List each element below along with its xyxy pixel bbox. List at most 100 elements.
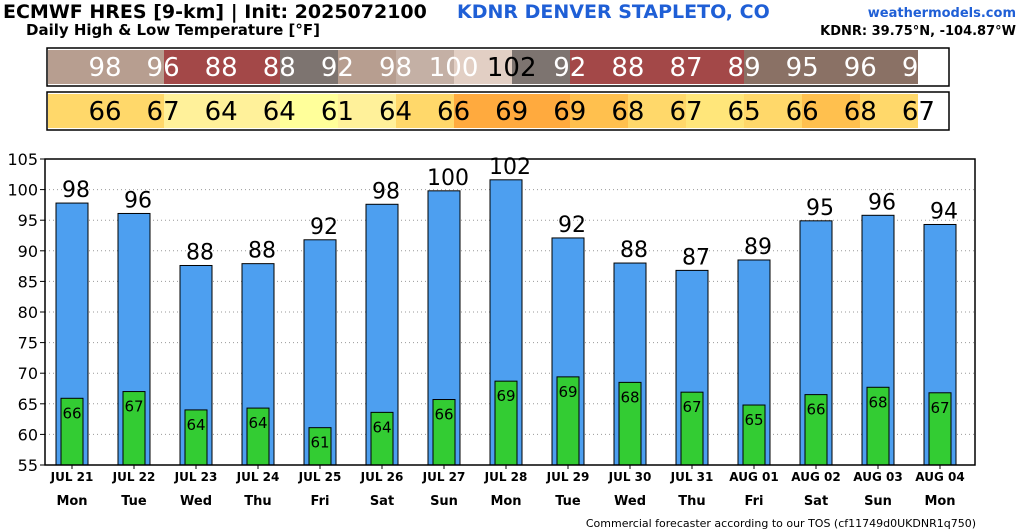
y-tick-label: 55 — [18, 456, 38, 475]
low-strip-cell — [338, 94, 396, 128]
x-weekday-label: Sun — [430, 494, 458, 509]
high-bar-label: 98 — [372, 179, 400, 204]
low-strip-cell — [802, 94, 860, 128]
high-bar-label: 98 — [62, 178, 90, 203]
low-strip-value: 65 — [728, 97, 761, 127]
y-tick-label: 80 — [18, 303, 38, 322]
low-bar-label: 64 — [186, 416, 205, 434]
high-strip-cell — [164, 50, 222, 84]
y-tick-label: 65 — [18, 395, 38, 414]
high-strip-cell — [628, 50, 686, 84]
low-bar-label: 67 — [930, 399, 949, 417]
y-tick-label: 60 — [18, 425, 38, 444]
x-tick-label: AUG 01 — [729, 470, 778, 484]
high-bar-label: 88 — [620, 238, 648, 263]
x-tick-label: JUL 27 — [422, 470, 466, 484]
high-bar-label: 89 — [744, 235, 772, 260]
station-name: KDNR DENVER STAPLETO, CO — [457, 1, 770, 23]
low-strip-cell — [280, 94, 338, 128]
high-strip-value: 95 — [786, 53, 819, 83]
y-tick-label: 75 — [18, 334, 38, 353]
x-tick-label: JUL 24 — [236, 470, 280, 484]
x-weekday-label: Fri — [311, 494, 330, 509]
low-strip-value: 69 — [553, 97, 586, 127]
x-tick-label: JUL 29 — [546, 470, 590, 484]
low-bar-label: 67 — [682, 398, 701, 416]
high-strip-cell — [222, 50, 280, 84]
high-strip-cell — [686, 50, 744, 84]
chart-subtitle: Daily High & Low Temperature [°F] — [26, 21, 321, 39]
high-strip-value: 92 — [321, 53, 354, 83]
low-bar-label: 67 — [124, 398, 143, 416]
x-weekday-label: Thu — [678, 494, 705, 509]
high-bar-label: 94 — [930, 199, 958, 224]
high-strip-value: 88 — [611, 53, 644, 83]
bars: 9866966788648864926198641006610269926988… — [55, 155, 958, 466]
chart-title: ECMWF HRES [9-km] | Init: 2025072100 — [3, 1, 427, 23]
x-tick-label: AUG 02 — [791, 470, 840, 484]
high-strip-value: 100 — [429, 53, 479, 83]
x-tick-label: AUG 03 — [853, 470, 902, 484]
high-strip-value: 96 — [844, 53, 877, 83]
high-strip-value: 89 — [728, 53, 761, 83]
x-weekday-label: Mon — [924, 494, 955, 509]
y-tick-label: 90 — [18, 242, 38, 261]
low-bar-label: 65 — [744, 411, 763, 429]
low-bar-label: 69 — [496, 387, 515, 405]
low-strip-value: 67 — [147, 97, 180, 127]
high-strip-cell — [454, 50, 512, 84]
low-strip-value: 64 — [263, 97, 296, 127]
low-bar-label: 64 — [248, 414, 267, 432]
low-strip-cell — [396, 94, 454, 128]
x-tick-label: JUL 26 — [360, 470, 404, 484]
high-strip-value: 96 — [147, 53, 180, 83]
low-strip-cell — [454, 94, 512, 128]
low-strip-cell — [860, 94, 918, 128]
x-weekday-label: Wed — [180, 494, 212, 509]
low-strip-cell — [164, 94, 222, 128]
low-strip-value: 61 — [321, 97, 354, 127]
low-strip-cell — [222, 94, 280, 128]
low-strip-cell — [512, 94, 570, 128]
high-strip-value: 102 — [487, 53, 537, 83]
low-bar-label: 66 — [62, 404, 81, 422]
low-strip-cell — [744, 94, 802, 128]
high-strip-value: 92 — [553, 53, 586, 83]
x-tick-label: AUG 04 — [915, 470, 964, 484]
low-bar-label: 61 — [310, 434, 329, 452]
x-tick-label: JUL 30 — [608, 470, 652, 484]
x-weekday-label: Sun — [864, 494, 892, 509]
low-strip-cell — [686, 94, 744, 128]
high-bar-label: 100 — [427, 166, 469, 191]
high-bar-label: 87 — [682, 245, 710, 270]
low-strip-cell — [628, 94, 686, 128]
high-bar-label: 96 — [868, 190, 896, 215]
high-bar-label: 88 — [186, 240, 214, 265]
high-strip-value: 88 — [205, 53, 238, 83]
x-weekday-label: Mon — [56, 494, 87, 509]
high-strip-cell — [48, 50, 106, 84]
low-strip-cell — [570, 94, 628, 128]
high-strip-cell — [802, 50, 860, 84]
high-strip-value: 87 — [669, 53, 702, 83]
x-weekday-label: Wed — [614, 494, 646, 509]
low-strip-value: 64 — [205, 97, 238, 127]
x-weekday-label: Tue — [121, 494, 147, 509]
low-strip-value: 68 — [844, 97, 877, 127]
x-axis: JUL 21 Mon JUL 22 Tue JUL 23 Wed JUL 24 Thu JUL … — [50, 465, 965, 509]
low-bar-label: 66 — [806, 401, 825, 419]
x-tick-label: JUL 25 — [298, 470, 342, 484]
low-strip-cell — [48, 94, 106, 128]
high-bar-label: 95 — [806, 196, 834, 221]
high-strip-cell — [570, 50, 628, 84]
x-weekday-label: Mon — [490, 494, 521, 509]
high-strip-cell — [396, 50, 454, 84]
low-strip-value: 66 — [786, 97, 819, 127]
high-strip-value: 94 — [902, 53, 935, 83]
site-link[interactable]: weathermodels.com — [867, 6, 1016, 21]
y-tick-label: 105 — [7, 150, 38, 169]
x-weekday-label: Fri — [745, 494, 764, 509]
high-bar-label: 92 — [558, 213, 586, 238]
low-strip-value: 69 — [495, 97, 528, 127]
